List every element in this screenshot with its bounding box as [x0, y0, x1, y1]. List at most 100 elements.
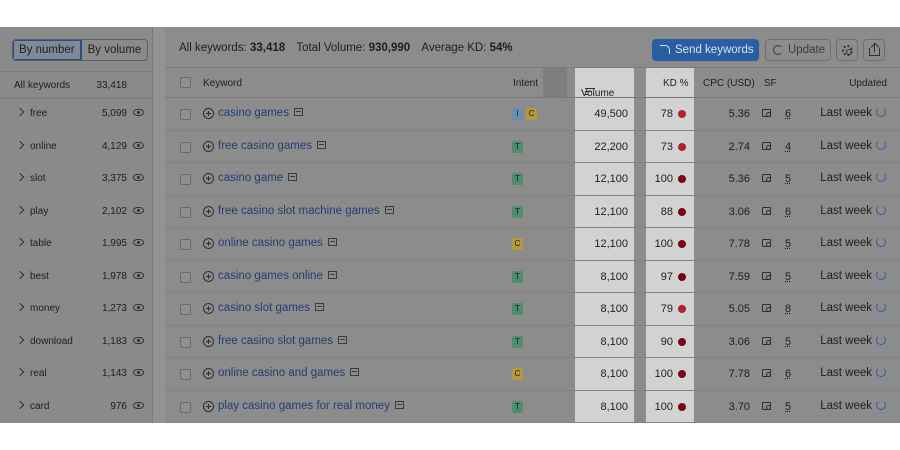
refresh-icon[interactable] — [876, 172, 886, 182]
refresh-icon[interactable] — [876, 334, 886, 345]
add-to-list-icon[interactable] — [203, 108, 214, 119]
keyword-link[interactable]: free casino games — [218, 140, 326, 152]
chevron-right-icon[interactable] — [15, 172, 25, 182]
add-to-list-icon[interactable] — [203, 303, 214, 314]
row-checkbox[interactable] — [180, 206, 191, 218]
serp-features-count[interactable]: 6 — [785, 205, 792, 218]
settings-button[interactable] — [836, 39, 858, 61]
eye-icon[interactable] — [133, 271, 144, 279]
all-keywords-group[interactable]: All keywords 33,418 — [0, 71, 153, 99]
eye-icon[interactable] — [133, 239, 144, 246]
serp-features-count[interactable]: 8 — [785, 303, 792, 315]
keyword-link[interactable]: play casino games for real money — [218, 400, 404, 412]
keyword-link[interactable]: casino games online — [218, 270, 337, 282]
serp-features-count[interactable]: 5 — [785, 270, 792, 283]
refresh-icon[interactable] — [876, 204, 886, 215]
keyword-link[interactable]: online casino games — [218, 237, 337, 249]
updated-column-header[interactable]: Updated — [849, 78, 887, 89]
serp-features-count[interactable]: 4 — [785, 140, 792, 153]
keyword-link[interactable]: casino slot games — [218, 302, 325, 314]
serp-document-icon[interactable] — [316, 140, 326, 149]
chevron-right-icon[interactable] — [15, 140, 25, 149]
intent-column-header[interactable]: Intent — [513, 78, 539, 89]
serp-document-icon[interactable] — [350, 368, 360, 376]
chevron-right-icon[interactable] — [15, 237, 25, 247]
serp-features-count[interactable]: 6 — [785, 368, 792, 380]
keyword-group-item[interactable]: online 4,129 — [0, 132, 153, 165]
add-to-list-icon[interactable] — [203, 400, 214, 412]
add-to-list-icon[interactable] — [203, 368, 214, 379]
add-to-list-icon[interactable] — [203, 173, 214, 184]
keyword-group-item[interactable]: money 1,273 — [0, 294, 153, 327]
refresh-icon[interactable] — [876, 302, 886, 312]
keyword-link[interactable]: free casino slot machine games — [218, 205, 394, 217]
refresh-icon[interactable] — [876, 237, 886, 247]
add-to-list-icon[interactable] — [203, 238, 214, 249]
keyword-group-item[interactable]: download 1,183 — [0, 327, 153, 360]
row-checkbox[interactable] — [180, 304, 191, 315]
serp-features-count[interactable]: 5 — [785, 173, 792, 185]
serp-features-count[interactable]: 6 — [785, 108, 792, 120]
keyword-group-item[interactable]: free 5,099 — [0, 99, 153, 132]
keyword-group-item[interactable]: real 1,143 — [0, 359, 153, 392]
keyword-link[interactable]: casino games — [218, 107, 303, 119]
serp-document-icon[interactable] — [327, 238, 337, 246]
chevron-right-icon[interactable] — [15, 400, 25, 409]
update-button[interactable]: Update — [765, 39, 831, 61]
keyword-group-item[interactable]: card 976 — [0, 392, 153, 424]
serp-document-icon[interactable] — [315, 303, 325, 311]
keyword-group-item[interactable]: slot 3,375 — [0, 164, 153, 197]
sf-column-header[interactable]: SF — [764, 78, 777, 89]
row-checkbox[interactable] — [180, 369, 191, 380]
chevron-right-icon[interactable] — [15, 335, 25, 344]
serp-features-count[interactable]: 5 — [785, 238, 792, 250]
keyword-group-item[interactable]: table 1,995 — [0, 229, 153, 262]
keyword-link[interactable]: casino game — [218, 172, 298, 184]
eye-icon[interactable] — [133, 304, 144, 311]
serp-document-icon[interactable] — [338, 335, 348, 344]
serp-document-icon[interactable] — [293, 108, 303, 116]
refresh-icon[interactable] — [876, 399, 886, 410]
serp-features-count[interactable]: 5 — [785, 400, 792, 413]
row-checkbox[interactable] — [180, 336, 191, 348]
chevron-right-icon[interactable] — [15, 205, 25, 214]
eye-icon[interactable] — [133, 206, 144, 214]
eye-icon[interactable] — [133, 174, 144, 181]
keyword-link[interactable]: online casino and games — [218, 367, 360, 379]
serp-document-icon[interactable] — [288, 173, 298, 181]
refresh-icon[interactable] — [876, 269, 886, 280]
chevron-right-icon[interactable] — [15, 107, 25, 117]
row-checkbox[interactable] — [180, 239, 191, 250]
eye-icon[interactable] — [133, 401, 144, 409]
send-keywords-button[interactable]: Send keywords — [652, 39, 759, 61]
chevron-right-icon[interactable] — [15, 367, 25, 377]
refresh-icon[interactable] — [876, 139, 886, 150]
row-checkbox[interactable] — [180, 109, 191, 120]
select-all-checkbox[interactable] — [180, 77, 191, 88]
add-to-list-icon[interactable] — [203, 140, 214, 152]
serp-document-icon[interactable] — [384, 205, 394, 214]
export-button[interactable] — [863, 39, 885, 61]
eye-icon[interactable] — [133, 336, 144, 344]
eye-icon[interactable] — [133, 369, 144, 376]
add-to-list-icon[interactable] — [203, 205, 214, 217]
row-checkbox[interactable] — [180, 271, 191, 283]
cpc-column-header[interactable]: CPC (USD) — [703, 78, 755, 89]
keyword-group-item[interactable]: best 1,978 — [0, 262, 153, 295]
kd-column-header[interactable]: KD % — [663, 78, 689, 89]
add-to-list-icon[interactable] — [203, 270, 214, 282]
serp-document-icon[interactable] — [394, 400, 404, 409]
chevron-right-icon[interactable] — [15, 302, 25, 312]
eye-icon[interactable] — [133, 109, 144, 116]
refresh-icon[interactable] — [876, 107, 886, 117]
serp-document-icon[interactable] — [327, 270, 337, 279]
serp-features-count[interactable]: 5 — [785, 335, 792, 348]
by-number-button[interactable]: By number — [13, 40, 82, 60]
row-checkbox[interactable] — [180, 401, 191, 413]
keyword-column-header[interactable]: Keyword — [203, 78, 242, 89]
row-checkbox[interactable] — [180, 141, 191, 153]
row-checkbox[interactable] — [180, 174, 191, 185]
eye-icon[interactable] — [133, 141, 144, 149]
chevron-right-icon[interactable] — [15, 270, 25, 279]
keyword-group-item[interactable]: play 2,102 — [0, 197, 153, 230]
